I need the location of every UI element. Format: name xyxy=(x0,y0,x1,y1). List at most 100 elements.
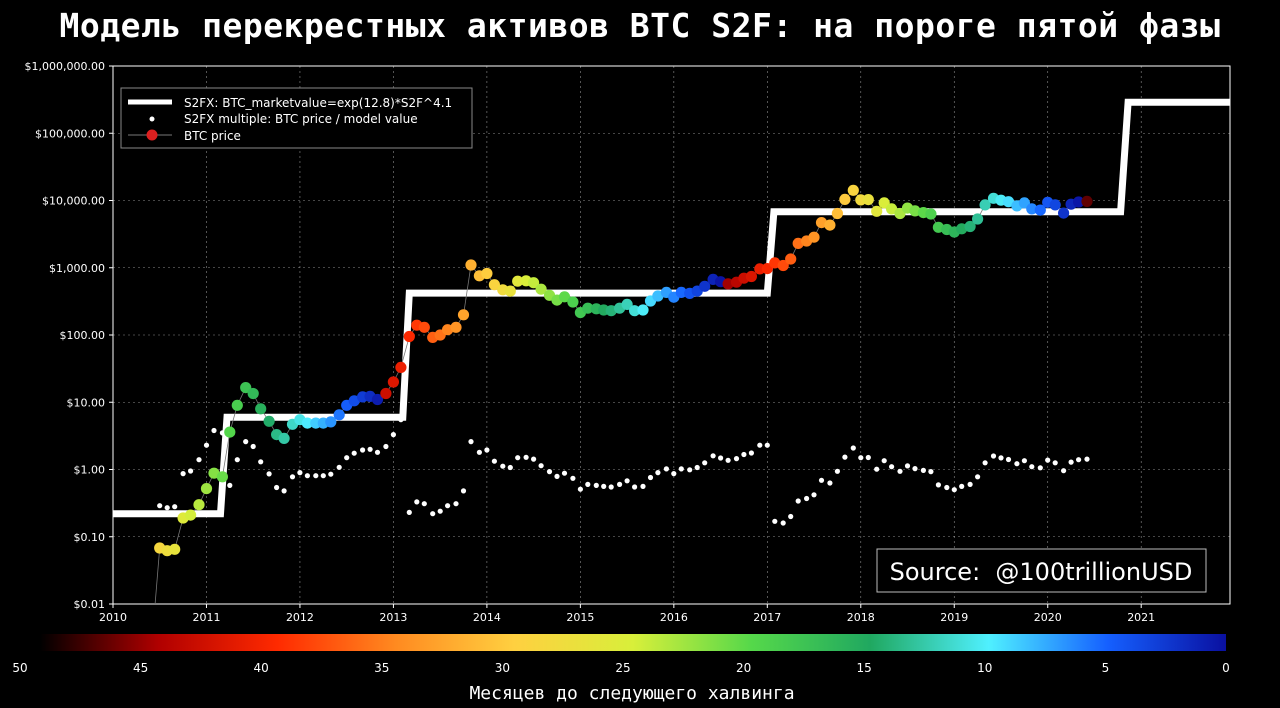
colorbar-tick-label: 10 xyxy=(977,661,992,675)
s2fx-multiple-point xyxy=(383,443,389,450)
s2fx-multiple-point xyxy=(577,486,584,492)
s2fx-multiple-point xyxy=(1045,457,1051,463)
s2fx-multiple-point xyxy=(164,505,170,511)
btc-price-series xyxy=(154,184,1093,557)
btc-price-point xyxy=(371,393,384,406)
s2fx-multiple-point xyxy=(507,464,513,471)
btc-price-point xyxy=(1049,199,1061,211)
btc-price-point xyxy=(769,257,781,269)
y-tick-label: $10.00 xyxy=(67,396,106,409)
legend-multiple-label: S2FX multiple: BTC price / model value xyxy=(184,112,418,126)
y-tick-label: $10,000.00 xyxy=(42,195,105,208)
btc-price-point xyxy=(231,399,243,411)
btc-price-point xyxy=(488,279,500,291)
s2fx-multiple-point xyxy=(554,473,560,479)
s2fx-multiple-point xyxy=(617,481,623,487)
btc-price-point xyxy=(964,220,976,233)
s2fx-multiple-point xyxy=(1052,460,1058,466)
btc-price-point xyxy=(582,302,594,314)
s2fx-multiple-point xyxy=(546,469,553,475)
s2fx-multiple-point xyxy=(344,455,350,461)
s2fx-multiple-point xyxy=(889,464,895,470)
s2fx-multiple-point xyxy=(351,450,357,456)
s2fx-multiple-point xyxy=(515,455,521,461)
s2fx-multiple-point xyxy=(406,509,412,515)
btc-price-point xyxy=(263,415,275,427)
btc-price-point xyxy=(333,409,345,421)
y-tick-label: $0.10 xyxy=(74,531,106,544)
btc-price-point xyxy=(956,223,968,235)
btc-price-point xyxy=(380,387,392,400)
s2fx-multiple-point xyxy=(304,473,310,479)
s2fx-multiple-point xyxy=(243,439,249,445)
btc-price-point xyxy=(528,277,540,289)
btc-price-point xyxy=(301,417,313,429)
btc-price-point xyxy=(558,291,571,303)
btc-price-point xyxy=(1034,204,1046,216)
btc-price-point xyxy=(605,305,617,317)
s2fx-multiple-point xyxy=(1068,459,1074,465)
s2fx-multiple-point xyxy=(258,459,264,465)
btc-price-point xyxy=(1073,196,1085,208)
s2fx-multiple-point xyxy=(453,501,459,507)
s2fx-multiple-point xyxy=(718,455,724,461)
s2fx-multiple-point xyxy=(460,488,467,494)
s2fx-multiple-point xyxy=(561,470,568,476)
source-label: Source: @100trillionUSD xyxy=(890,558,1193,586)
btc-price-point xyxy=(193,499,205,511)
s2fx-multiple-point xyxy=(320,473,326,479)
btc-price-point xyxy=(387,376,399,388)
btc-price-point xyxy=(325,416,337,428)
btc-price-point xyxy=(512,275,524,287)
s2fx-multiple-point xyxy=(624,478,630,484)
s2fx-multiple-point xyxy=(850,445,856,451)
s2fx-multiple-point xyxy=(484,447,490,453)
btc-price-point xyxy=(979,199,991,211)
s2fx-multiple-point xyxy=(757,442,763,448)
btc-price-point xyxy=(824,219,836,231)
btc-price-point xyxy=(699,280,711,292)
s2fx-multiple-point xyxy=(360,447,366,453)
s2fx-multiple-point xyxy=(289,474,296,480)
source-box: Source: @100trillionUSD xyxy=(876,548,1207,593)
s2fx-multiple-point xyxy=(702,460,708,466)
s2fx-multiple-point xyxy=(1076,457,1082,463)
s2fx-multiple-point xyxy=(710,453,716,459)
s2fx-multiple-point xyxy=(990,453,997,459)
btc-price-point xyxy=(972,213,984,225)
s2fx-multiple-point xyxy=(538,463,544,469)
colorbar-ticks: 50 45 40 35 30 25 20 15 10 5 0 xyxy=(12,661,1229,675)
model-series xyxy=(113,98,1230,518)
s2fx-multiple-point xyxy=(733,456,740,462)
s2fx-multiple-point xyxy=(881,458,887,464)
btc-price-line xyxy=(154,189,1088,605)
colorbar-tick-label: 15 xyxy=(857,661,872,675)
s2fx-multiple-point xyxy=(904,463,911,469)
legend-multiple-swatch xyxy=(149,116,155,122)
btc-price-point xyxy=(637,304,649,316)
colorbar-tick-label: 25 xyxy=(615,661,630,675)
s2fx-multiple-point xyxy=(234,457,240,463)
btc-price-point xyxy=(1002,196,1015,208)
s2fx-multiple-point xyxy=(1084,456,1090,462)
btc-price-point xyxy=(777,259,789,272)
btc-price-point xyxy=(839,193,851,205)
s2fx-multiple-point xyxy=(421,501,427,507)
s2fx-multiple-point xyxy=(585,481,591,487)
x-tick-label: 2016 xyxy=(660,611,688,624)
btc-price-point xyxy=(878,197,890,209)
s2fx-multiple-point xyxy=(671,471,677,477)
btc-price-point xyxy=(831,207,844,220)
s2fx-multiple-point xyxy=(647,474,654,481)
s2fx-multiple-point xyxy=(172,504,178,510)
s2fx-multiple-point xyxy=(398,417,404,423)
legend: S2FX: BTC_marketvalue=exp(12.8)*S2F^4.1 … xyxy=(120,87,473,149)
y-tick-label: $100,000.00 xyxy=(35,127,105,140)
s2fx-multiple-point xyxy=(250,443,256,450)
btc-price-point xyxy=(1081,195,1093,207)
s2fx-multiple-point xyxy=(640,483,646,489)
btc-price-point xyxy=(240,382,252,394)
s2fx-multiple-point xyxy=(390,432,396,438)
s2fx-multiple-point xyxy=(414,499,420,505)
s2fx-multiple-point xyxy=(811,492,817,498)
